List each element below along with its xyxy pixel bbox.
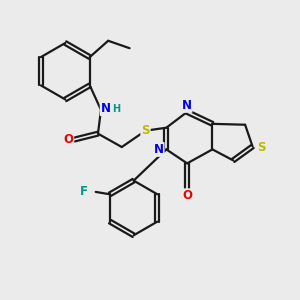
Text: N: N xyxy=(154,143,164,156)
Text: F: F xyxy=(80,185,88,198)
Text: S: S xyxy=(257,140,266,154)
Text: N: N xyxy=(182,99,192,112)
Text: O: O xyxy=(63,133,73,146)
Text: S: S xyxy=(141,124,150,136)
Text: H: H xyxy=(112,104,120,114)
Text: O: O xyxy=(182,189,192,202)
Text: N: N xyxy=(101,102,111,115)
